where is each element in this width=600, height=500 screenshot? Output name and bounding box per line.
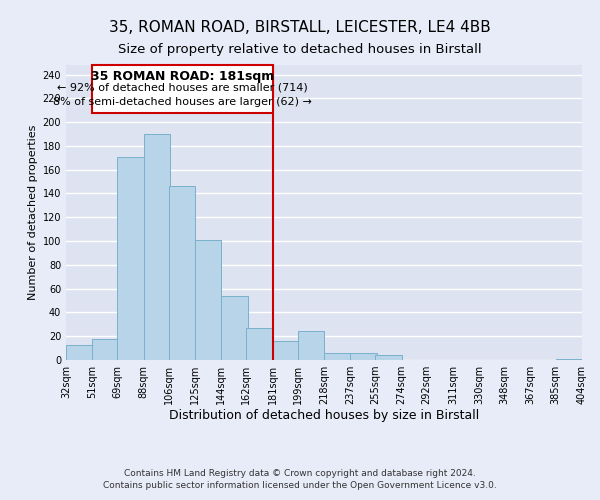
Bar [195, 240, 221, 360]
Bar [143, 134, 170, 360]
Bar [298, 332, 324, 360]
Bar [92, 65, 272, 112]
Bar [247, 328, 272, 360]
Bar [350, 353, 377, 360]
X-axis label: Distribution of detached houses by size in Birstall: Distribution of detached houses by size … [169, 408, 479, 422]
Bar [92, 338, 119, 360]
Bar [118, 156, 143, 360]
Bar [376, 355, 401, 360]
Bar [66, 344, 92, 360]
Text: 35 ROMAN ROAD: 181sqm: 35 ROMAN ROAD: 181sqm [91, 70, 274, 83]
Bar [169, 186, 195, 360]
Text: Contains public sector information licensed under the Open Government Licence v3: Contains public sector information licen… [103, 481, 497, 490]
Bar [221, 296, 248, 360]
Text: Size of property relative to detached houses in Birstall: Size of property relative to detached ho… [118, 42, 482, 56]
Text: 35, ROMAN ROAD, BIRSTALL, LEICESTER, LE4 4BB: 35, ROMAN ROAD, BIRSTALL, LEICESTER, LE4… [109, 20, 491, 35]
Bar [324, 353, 350, 360]
Text: Contains HM Land Registry data © Crown copyright and database right 2024.: Contains HM Land Registry data © Crown c… [124, 468, 476, 477]
Text: ← 92% of detached houses are smaller (714): ← 92% of detached houses are smaller (71… [57, 83, 308, 93]
Y-axis label: Number of detached properties: Number of detached properties [28, 125, 38, 300]
Text: 8% of semi-detached houses are larger (62) →: 8% of semi-detached houses are larger (6… [53, 97, 312, 107]
Bar [272, 341, 299, 360]
Bar [556, 359, 582, 360]
